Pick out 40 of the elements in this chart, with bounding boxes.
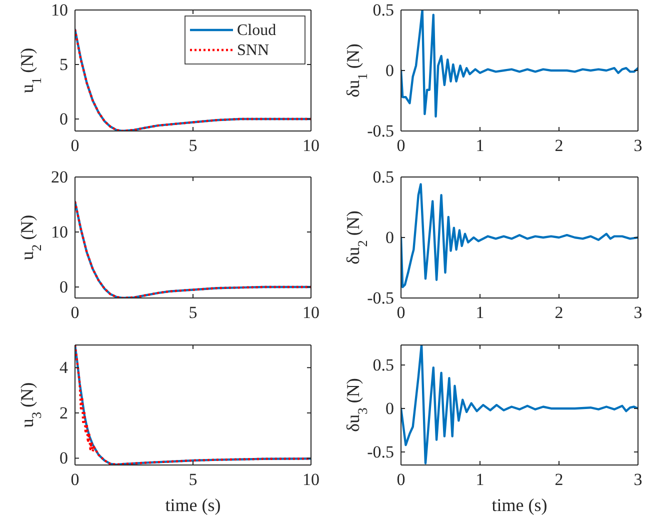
y-tick-label: 10 — [51, 222, 68, 242]
x-tick-label: 10 — [302, 470, 320, 490]
x-tick-label: 10 — [302, 303, 320, 322]
x-tick-label: 2 — [554, 303, 564, 322]
legend-label: Cloud — [237, 22, 276, 39]
x-tick-label: 1 — [476, 303, 484, 322]
line-series — [401, 345, 638, 464]
y-tick-label: 0.5 — [372, 167, 394, 186]
y-tick-label: 0 — [60, 109, 68, 128]
y-tick-label: -0.5 — [367, 288, 394, 308]
x-tick-label: 3 — [634, 136, 642, 156]
y-tick-label: 0 — [386, 228, 394, 247]
y-tick-label: -0.5 — [367, 442, 394, 462]
x-tick-label: 5 — [188, 470, 198, 490]
y-tick-label: 4 — [60, 358, 68, 378]
line-series — [75, 345, 311, 465]
y-tick-label: 0.5 — [372, 0, 394, 20]
y-tick-label: -0.5 — [367, 121, 394, 140]
y-tick-label: 0 — [60, 448, 68, 468]
y-tick-label: 10 — [51, 0, 68, 20]
legend-label: SNN — [237, 42, 270, 59]
x-axis-title: time (s) — [165, 495, 221, 515]
x-axis-title: time (s) — [492, 495, 548, 515]
x-tick-label: 5 — [188, 136, 198, 156]
y-tick-label: 20 — [51, 167, 68, 186]
x-tick-label: 3 — [634, 303, 642, 322]
x-tick-label: 10 — [302, 136, 320, 156]
y-tick-label: 0 — [386, 398, 394, 418]
x-tick-label: 2 — [554, 470, 564, 490]
y-tick-label: 0 — [386, 60, 394, 80]
x-tick-label: 5 — [188, 303, 198, 322]
y-tick-label: 5 — [60, 54, 68, 74]
x-tick-label: 1 — [476, 470, 484, 490]
x-tick-label: 1 — [476, 136, 484, 156]
y-tick-label: 2 — [60, 403, 68, 422]
y-tick-label: 0.5 — [372, 355, 394, 374]
x-tick-label: 3 — [634, 470, 642, 490]
x-tick-label: 2 — [554, 136, 564, 156]
line-series — [401, 183, 638, 288]
y-tick-label: 0 — [60, 277, 68, 296]
